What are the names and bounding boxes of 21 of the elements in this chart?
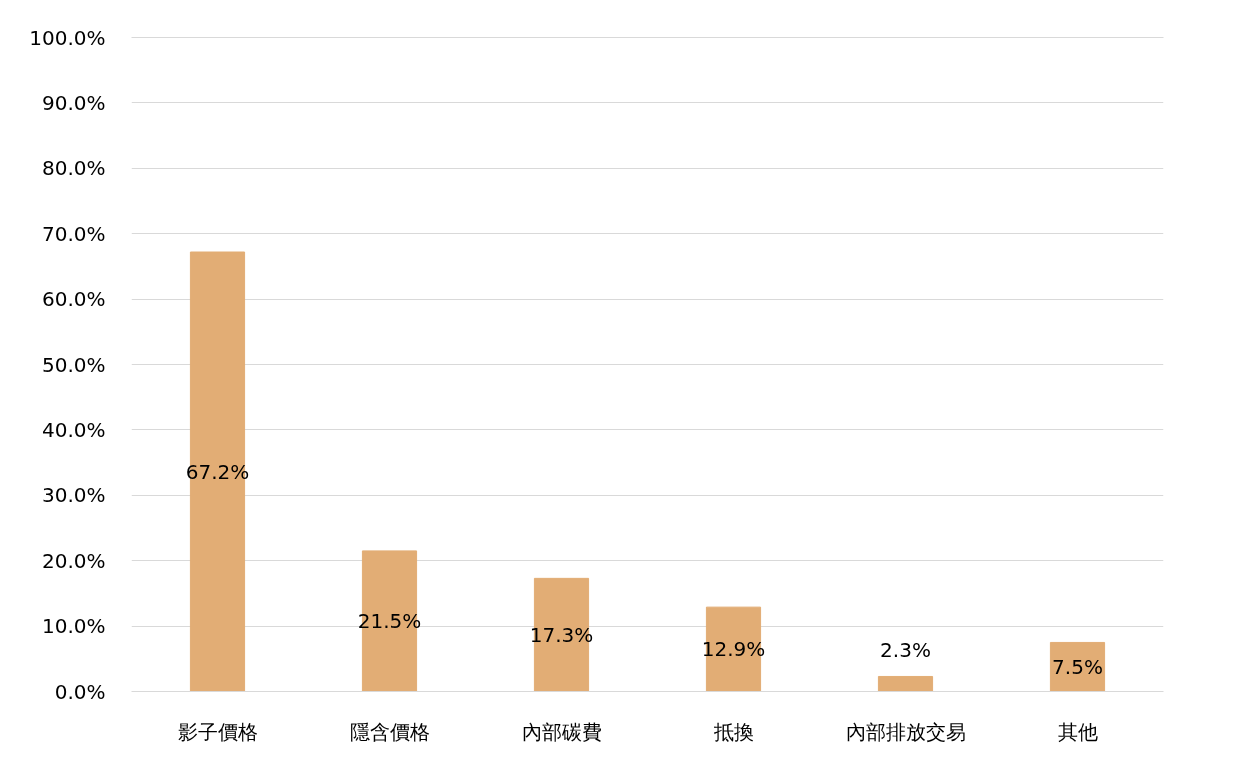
y-tick-label: 90.0%	[41, 90, 106, 115]
y-tick-label: 30.0%	[41, 483, 106, 508]
x-tick-label: 隱含價格	[349, 719, 430, 744]
y-tick-label: 0.0%	[54, 679, 106, 704]
y-tick-label: 40.0%	[41, 417, 106, 442]
data-label: 2.3%	[880, 638, 931, 663]
data-label: 7.5%	[1052, 654, 1103, 679]
x-tick-label: 影子價格	[177, 719, 258, 744]
bar	[877, 675, 934, 692]
bar	[189, 251, 246, 692]
x-tick-label: 內部碳費	[521, 719, 602, 744]
y-tick-label: 10.0%	[41, 614, 106, 639]
x-tick-label: 抵換	[712, 719, 754, 744]
y-tick-label: 70.0%	[41, 221, 106, 246]
y-tick-label: 50.0%	[41, 352, 106, 377]
x-tick-label: 其他	[1057, 719, 1098, 744]
y-tick-label: 80.0%	[41, 156, 106, 181]
y-tick-label: 20.0%	[41, 548, 106, 573]
x-tick-label: 內部排放交易	[845, 719, 966, 744]
y-tick-label: 100.0%	[29, 25, 106, 50]
y-tick-label: 60.0%	[41, 287, 106, 312]
